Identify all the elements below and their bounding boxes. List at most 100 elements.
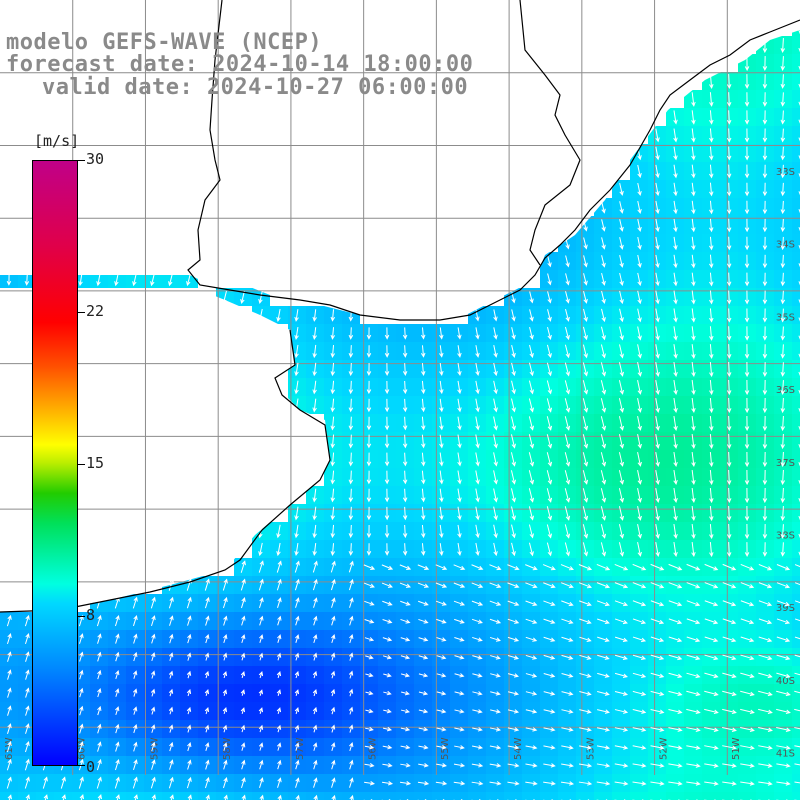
wind-arrow: [668, 727, 683, 732]
wind-arrow: [457, 416, 462, 431]
wind-arrow: [348, 434, 354, 449]
wind-arrow: [776, 763, 791, 768]
wind-arrow: [582, 380, 589, 395]
wind-arrow: [489, 727, 502, 732]
wind-arrow: [204, 689, 210, 697]
wind-arrow: [439, 416, 444, 431]
wind-arrow: [546, 542, 552, 557]
wind-arrow: [637, 452, 642, 467]
wind-arrow: [560, 564, 574, 571]
wind-arrow: [722, 563, 737, 571]
wind-arrow: [709, 433, 714, 450]
wind-arrow: [381, 564, 394, 570]
wind-arrow: [798, 317, 800, 322]
wind-arrow: [363, 582, 375, 588]
wind-arrow: [399, 582, 411, 588]
wind-arrow: [115, 723, 120, 734]
wind-arrow: [439, 434, 444, 449]
wind-arrow: [24, 273, 30, 286]
wind-arrow: [726, 218, 732, 233]
wind-arrow: [686, 690, 701, 697]
wind-arrow: [312, 560, 318, 573]
wind-arrow: [726, 272, 732, 287]
wind-arrow: [726, 128, 732, 143]
wind-cell: [756, 792, 774, 800]
wind-cell: [792, 666, 800, 684]
wind-arrow: [565, 291, 570, 304]
wind-arrow: [673, 254, 678, 269]
wind-arrow: [780, 200, 786, 215]
wind-arrow: [133, 724, 138, 734]
wind-arrow: [490, 691, 501, 696]
wind-arrow: [619, 326, 624, 341]
wind-arrow: [313, 794, 318, 800]
wind-arrow: [348, 327, 354, 340]
wind-arrow: [186, 724, 192, 733]
wind-arrow: [475, 398, 480, 413]
wind-arrow: [313, 597, 318, 608]
wind-arrow: [97, 651, 102, 662]
wind-arrow: [686, 618, 701, 625]
wind-arrow: [637, 290, 642, 305]
wind-arrow: [614, 709, 629, 714]
wind-arrow: [383, 672, 392, 678]
wind-arrow: [384, 506, 390, 521]
wind-arrow: [528, 452, 535, 467]
wind-arrow: [726, 344, 732, 359]
coastline-lake: [519, 0, 581, 266]
wind-cell: [792, 684, 800, 702]
wind-arrow: [525, 600, 538, 606]
wind-arrow: [401, 690, 410, 696]
wind-arrow: [241, 759, 246, 770]
wind-cell: [792, 360, 800, 378]
wind-arrow: [489, 582, 502, 588]
wind-arrow: [704, 708, 719, 715]
wind-arrow: [722, 636, 737, 643]
wind-arrow: [619, 183, 624, 196]
latitude-label: 37S: [776, 458, 795, 469]
wind-arrow: [542, 564, 556, 571]
wind-arrow: [294, 398, 299, 413]
wind-arrow: [744, 308, 750, 323]
wind-arrow: [366, 398, 372, 413]
wind-arrow: [543, 600, 556, 607]
wind-cell: [792, 324, 800, 342]
wind-arrow: [722, 690, 737, 697]
wind-arrow: [650, 781, 665, 786]
wind-arrow: [583, 219, 588, 232]
colorbar-tick-30: 30: [86, 150, 105, 168]
wind-arrow: [115, 633, 120, 644]
wind-arrow: [240, 560, 246, 573]
wind-arrow: [798, 462, 800, 467]
wind-arrow: [798, 65, 800, 71]
wind-arrow: [330, 670, 336, 679]
wind-arrow: [186, 688, 192, 697]
wind-arrow: [472, 655, 483, 660]
wind-arrow: [582, 326, 588, 341]
wind-cell: [126, 792, 144, 800]
wind-arrow: [525, 564, 538, 571]
wind-arrow: [637, 380, 642, 395]
wind-cell: [792, 198, 800, 216]
wind-arrow: [744, 56, 750, 72]
wind-arrow: [366, 434, 372, 449]
wind-arrow: [276, 560, 282, 573]
wind-arrow: [632, 763, 647, 768]
colorbar-tickmark: [78, 765, 85, 766]
wind-arrow: [600, 542, 607, 557]
wind-arrow: [313, 777, 318, 788]
wind-cell: [612, 792, 630, 800]
wind-arrow: [709, 182, 714, 197]
wind-arrow: [762, 218, 768, 233]
wind-arrow: [490, 673, 501, 678]
wind-arrow: [276, 578, 282, 591]
wind-arrow: [79, 669, 84, 680]
wind-arrow: [294, 742, 300, 751]
wind-arrow: [655, 182, 660, 197]
wind-arrow: [780, 326, 786, 341]
wind-arrow: [295, 634, 300, 643]
wind-arrow: [776, 654, 791, 661]
wind-arrow: [402, 524, 408, 539]
wind-arrow: [543, 618, 556, 624]
wind-arrow: [507, 600, 520, 606]
